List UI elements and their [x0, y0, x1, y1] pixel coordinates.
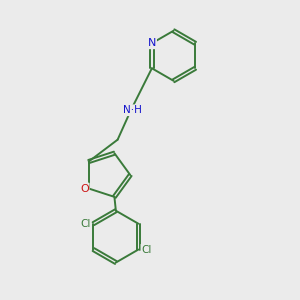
Text: O: O: [80, 184, 89, 194]
Text: N·H: N·H: [123, 105, 142, 115]
Text: Cl: Cl: [80, 219, 90, 229]
Text: N: N: [148, 38, 156, 48]
Text: Cl: Cl: [141, 244, 152, 255]
